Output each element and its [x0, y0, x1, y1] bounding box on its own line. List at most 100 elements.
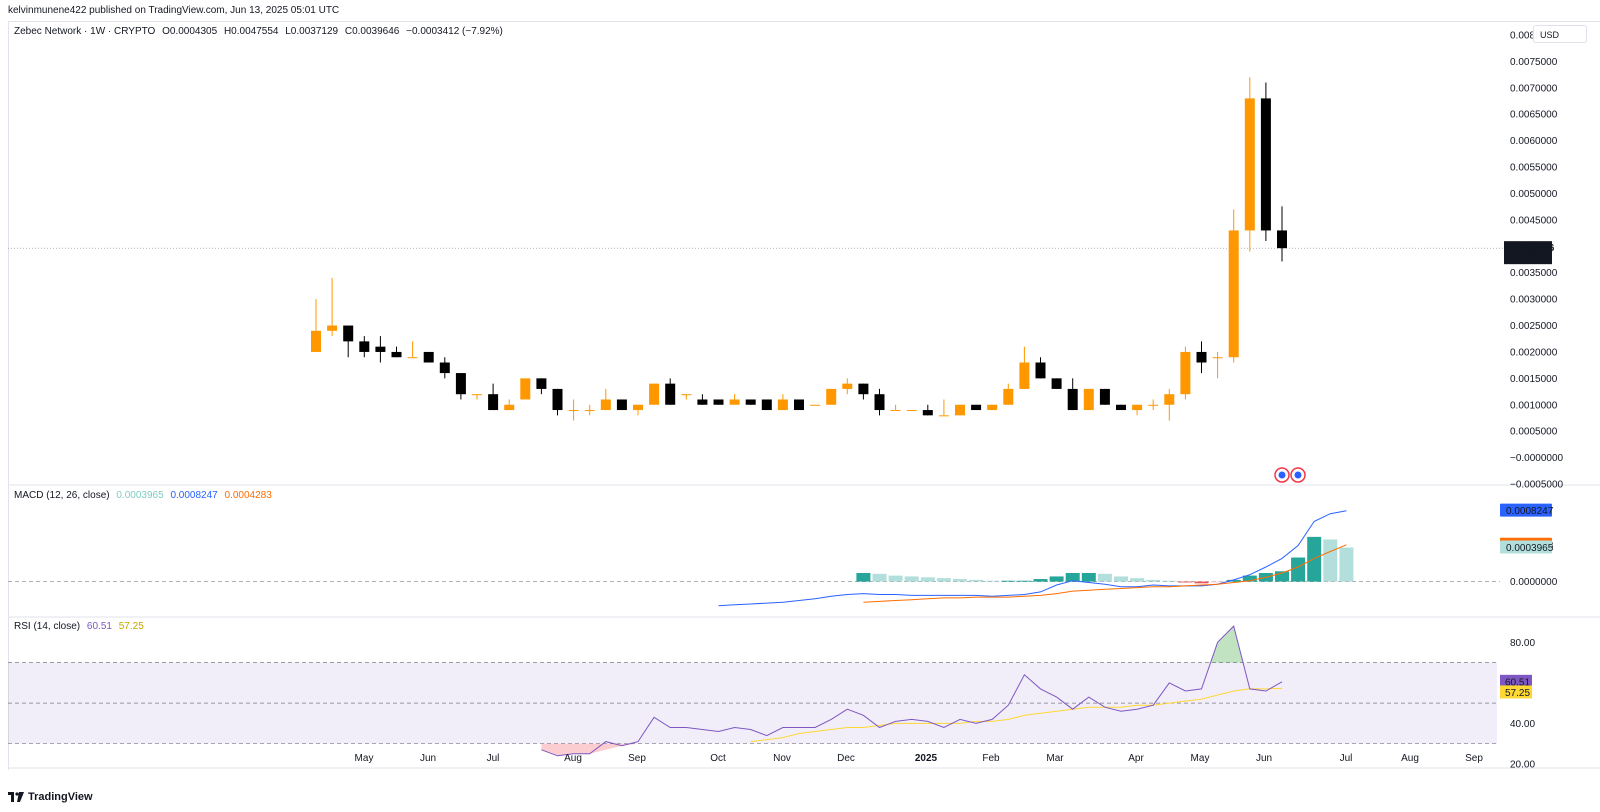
- candle: [1116, 404, 1126, 411]
- rsi-legend-ma: 57.25: [118, 621, 144, 632]
- rsi-oversold-fill: [541, 743, 638, 756]
- symbol-name[interactable]: Zebec Network · 1W · CRYPTO: [14, 26, 156, 37]
- price-axis-tick: 0.0010000: [1510, 400, 1558, 411]
- time-axis-tick: Jul: [487, 753, 500, 764]
- macd-histogram-bar: [969, 579, 984, 582]
- macd-legend-hist: 0.0003965: [116, 490, 164, 501]
- macd-histogram-bar: [1081, 573, 1096, 582]
- rsi-ma-line: [750, 687, 1283, 743]
- candle: [1164, 394, 1175, 405]
- price-axis-tick: 0.0055000: [1510, 163, 1558, 174]
- macd-histogram-bar: [872, 573, 887, 582]
- price-axis-tick: 0.0045000: [1510, 215, 1558, 226]
- rsi-legend[interactable]: RSI (14, close) 60.51 57.25: [14, 621, 148, 632]
- candle: [777, 399, 788, 411]
- macd-histogram-bar: [1114, 576, 1128, 582]
- macd-axis-tick: 0.0000000: [1510, 577, 1558, 588]
- candle: [391, 351, 402, 358]
- macd-histogram-bar: [1146, 579, 1161, 582]
- macd-legend-title: MACD (12, 26, close): [14, 490, 110, 501]
- rsi-legend-value: 60.51: [86, 621, 112, 632]
- price-axis-tick: 0.0050000: [1510, 189, 1558, 200]
- candle: [681, 394, 692, 396]
- rsi-axis-tick: 40.00: [1510, 719, 1535, 730]
- time-axis-tick: Apr: [1128, 753, 1144, 764]
- price-axis-tick: −0.0000000: [1510, 453, 1564, 464]
- candle: [842, 383, 853, 389]
- time-axis-tick: Aug: [564, 753, 582, 764]
- time-axis-tick: Jun: [1256, 753, 1272, 764]
- macd-histogram-bar: [888, 575, 903, 582]
- price-axis-tick: −0.0005000: [1510, 480, 1564, 491]
- ohlc-high: H0.0047554: [223, 26, 279, 37]
- price-axis-tick: 0.0070000: [1510, 83, 1558, 94]
- chart-frame: [8, 21, 1600, 770]
- macd-line: [718, 510, 1347, 607]
- macd-histogram-bar: [1210, 581, 1225, 583]
- time-axis-tick: Nov: [773, 753, 791, 764]
- currency-selector[interactable]: USD: [1533, 25, 1587, 43]
- candle: [665, 383, 676, 405]
- price-axis-tick: 0.0065000: [1510, 110, 1558, 121]
- ohlc-change: −0.0003412 (−7.92%): [406, 26, 503, 37]
- time-axis-tick: Dec: [837, 753, 855, 764]
- macd-histogram-bar: [1275, 571, 1289, 582]
- candle: [1051, 378, 1062, 389]
- ohlc-low: L0.0037129: [285, 26, 339, 37]
- candle: [1019, 362, 1030, 389]
- price-axis-tick: 0.0060000: [1510, 136, 1558, 147]
- candle: [455, 373, 466, 395]
- tradingview-logo-icon: [8, 792, 24, 802]
- price-countdown-label: 2d 19h: [1507, 253, 1538, 264]
- macd-histogram-bar: [920, 577, 935, 582]
- macd-histogram-bar: [936, 578, 951, 582]
- candle: [504, 404, 515, 411]
- ohlc-open: O0.0004305: [162, 26, 218, 37]
- macd-histogram-bar: [1291, 557, 1306, 582]
- price-axis-tick: 0.0020000: [1510, 347, 1558, 358]
- macd-legend-signal: 0.0004283: [224, 490, 272, 501]
- candle: [407, 357, 418, 359]
- macd-value-label: 0.0008247: [1506, 506, 1554, 517]
- time-axis-tick: May: [355, 753, 374, 764]
- macd-histogram-bar: [1162, 580, 1177, 582]
- candle: [1260, 98, 1271, 231]
- macd-histogram-bar: [1194, 581, 1209, 584]
- current-price-label: 0.0039646: [1507, 243, 1555, 254]
- macd-histogram-bar: [904, 576, 919, 582]
- macd-histogram-bar: [985, 580, 1000, 582]
- candle: [1132, 404, 1143, 411]
- candle: [874, 394, 885, 411]
- rsi-ma-value-badge: [1500, 685, 1532, 699]
- publish-info: kelvinmunene422 published on TradingView…: [8, 5, 340, 16]
- macd-value-badge: [1500, 503, 1552, 517]
- macd-legend[interactable]: MACD (12, 26, close) 0.0003965 0.0008247…: [14, 490, 276, 501]
- candle: [536, 378, 547, 389]
- candle: [359, 341, 370, 352]
- candle: [922, 410, 933, 416]
- macd-histogram-bar: [1307, 536, 1322, 582]
- macd-histogram-bar: [953, 579, 967, 582]
- time-axis-tick: Jun: [420, 753, 436, 764]
- rsi-line: [541, 625, 1283, 757]
- candle: [423, 351, 434, 363]
- candle: [1003, 388, 1014, 405]
- time-axis-tick: Mar: [1046, 753, 1064, 764]
- ohlc-close: C0.0039646: [344, 26, 400, 37]
- candle: [1196, 351, 1207, 363]
- macd-histogram-bar: [1323, 539, 1338, 582]
- tradingview-logo[interactable]: TradingView: [8, 791, 93, 803]
- price-axis-tick: 0.0075000: [1510, 57, 1558, 68]
- macd-signal-line: [863, 544, 1347, 603]
- macd-histogram-bar: [1017, 580, 1032, 582]
- price-axis-tick: 0.0025000: [1510, 321, 1558, 332]
- economic-event-icon-dot: [1294, 471, 1302, 479]
- rsi-legend-title: RSI (14, close): [14, 621, 81, 632]
- rsi-value-badge: [1500, 674, 1532, 688]
- candle: [745, 399, 756, 405]
- time-axis-tick: Sep: [628, 753, 646, 764]
- candle: [439, 362, 450, 374]
- macd-histogram-bar: [856, 573, 871, 582]
- candle: [1228, 230, 1239, 358]
